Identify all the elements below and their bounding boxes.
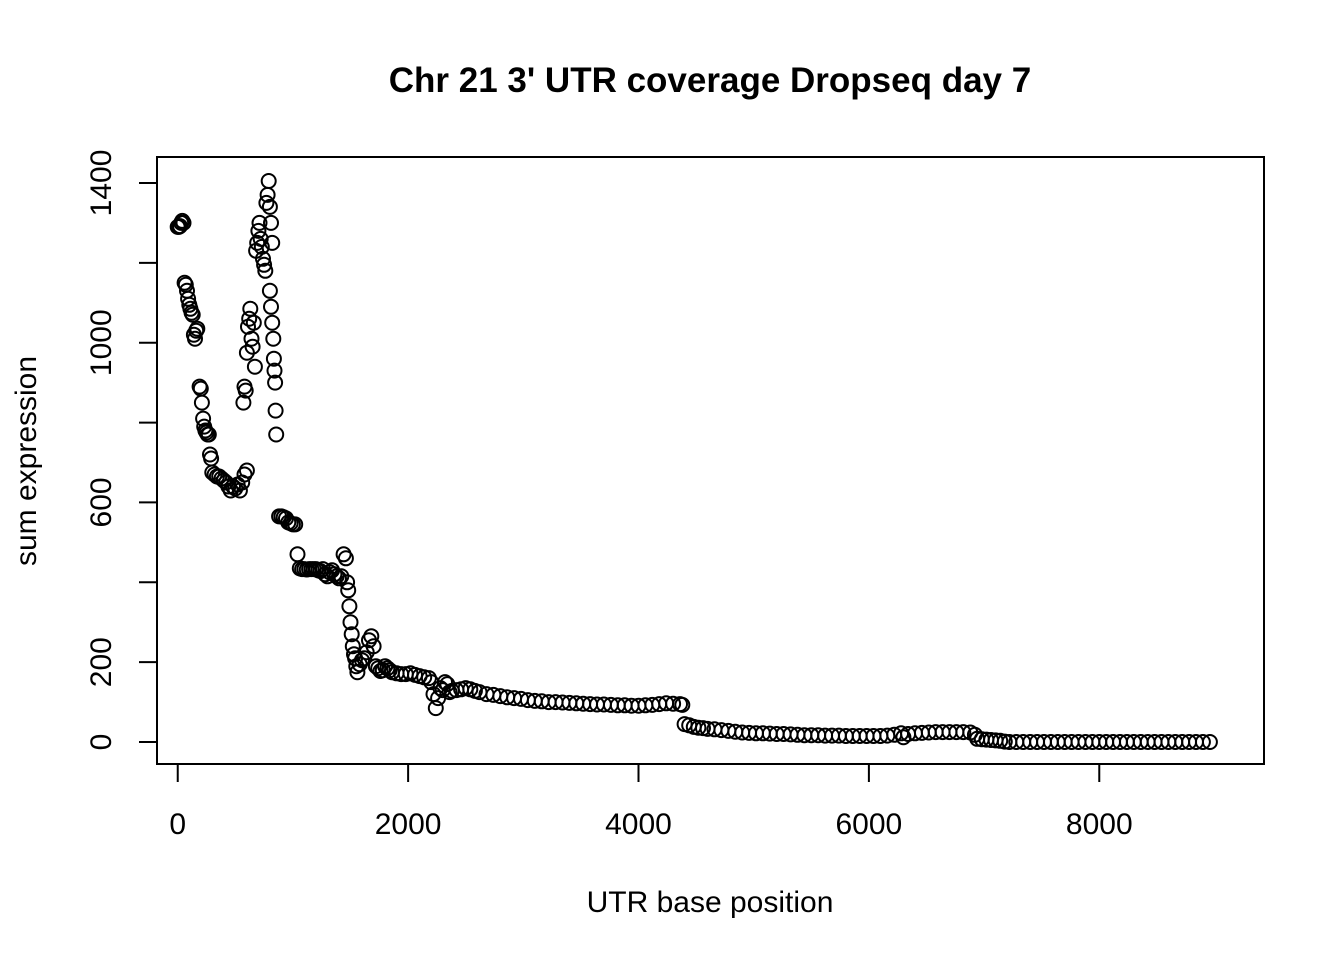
data-point: [343, 626, 360, 643]
x-tick-label: 4000: [605, 808, 672, 841]
data-point: [379, 660, 396, 677]
data-point: [246, 358, 263, 375]
data-point: [287, 516, 304, 533]
data-point: [267, 374, 284, 391]
data-point: [264, 234, 281, 251]
data-point: [1194, 734, 1211, 750]
data-point: [344, 638, 361, 655]
data-point: [261, 282, 278, 299]
data-point: [263, 298, 279, 315]
data-point: [242, 300, 259, 317]
data-point: [241, 310, 258, 327]
data-point: [265, 330, 282, 347]
data-point: [235, 394, 252, 411]
data-point: [238, 462, 255, 479]
data-point: [266, 362, 283, 379]
data-point: [231, 482, 248, 499]
data-point: [674, 696, 691, 713]
data-point: [363, 628, 380, 645]
data-point: [427, 700, 444, 717]
data-point: [189, 320, 206, 337]
x-axis: 0 2000 4000 6000 8000: [169, 763, 1133, 841]
data-point: [187, 330, 203, 347]
data-point: [257, 262, 274, 279]
data-point: [340, 582, 357, 599]
y-tick-label: 200: [85, 637, 118, 687]
data-point: [268, 426, 285, 443]
data-point: [261, 198, 278, 215]
data-point: [665, 695, 682, 712]
y-tick-label: 1000: [85, 309, 118, 376]
data-point: [267, 402, 284, 419]
data-point: [342, 614, 359, 631]
data-point: [341, 598, 358, 615]
data-point: [258, 194, 275, 211]
data-point: [326, 566, 343, 583]
data-point: [251, 214, 268, 231]
data-point: [331, 570, 347, 587]
data-point: [337, 550, 354, 567]
data-point: [1201, 734, 1218, 750]
data-point: [260, 173, 277, 189]
data-point: [245, 314, 262, 331]
data-point: [955, 724, 972, 741]
x-tick-label: 0: [169, 808, 186, 841]
data-point: [289, 546, 306, 563]
y-axis-label: sum expression: [10, 356, 43, 566]
data-point: [263, 214, 279, 231]
data-point: [175, 214, 192, 231]
data-point: [237, 382, 254, 399]
data-point: [200, 426, 217, 443]
data-point: [243, 330, 260, 347]
data-point: [264, 314, 281, 331]
x-tick-label: 2000: [375, 808, 442, 841]
y-tick-label: 0: [85, 734, 118, 751]
plot-frame: [156, 156, 1265, 765]
data-point: [354, 652, 370, 669]
x-tick-label: 6000: [836, 808, 903, 841]
data-point: [339, 574, 356, 591]
data-point: [250, 222, 267, 239]
data-point: [265, 350, 282, 367]
data-point: [253, 238, 270, 255]
chart-title: Chr 21 3' UTR coverage Dropseq day 7: [389, 61, 1031, 100]
data-point: [193, 394, 210, 411]
data-point: [244, 338, 261, 355]
data-point: [996, 733, 1013, 750]
y-tick-label: 600: [85, 477, 118, 527]
x-tick-label: 8000: [1066, 808, 1133, 841]
data-point: [184, 306, 201, 323]
x-axis-label: UTR base position: [587, 886, 834, 919]
data-point: [255, 250, 271, 267]
data-point: [365, 638, 382, 655]
y-tick-label: 1400: [85, 150, 118, 217]
data-points: [169, 173, 1218, 750]
data-point: [690, 719, 707, 736]
y-axis: 0 200 600 1000 1400: [85, 150, 158, 751]
data-point: [256, 256, 273, 273]
